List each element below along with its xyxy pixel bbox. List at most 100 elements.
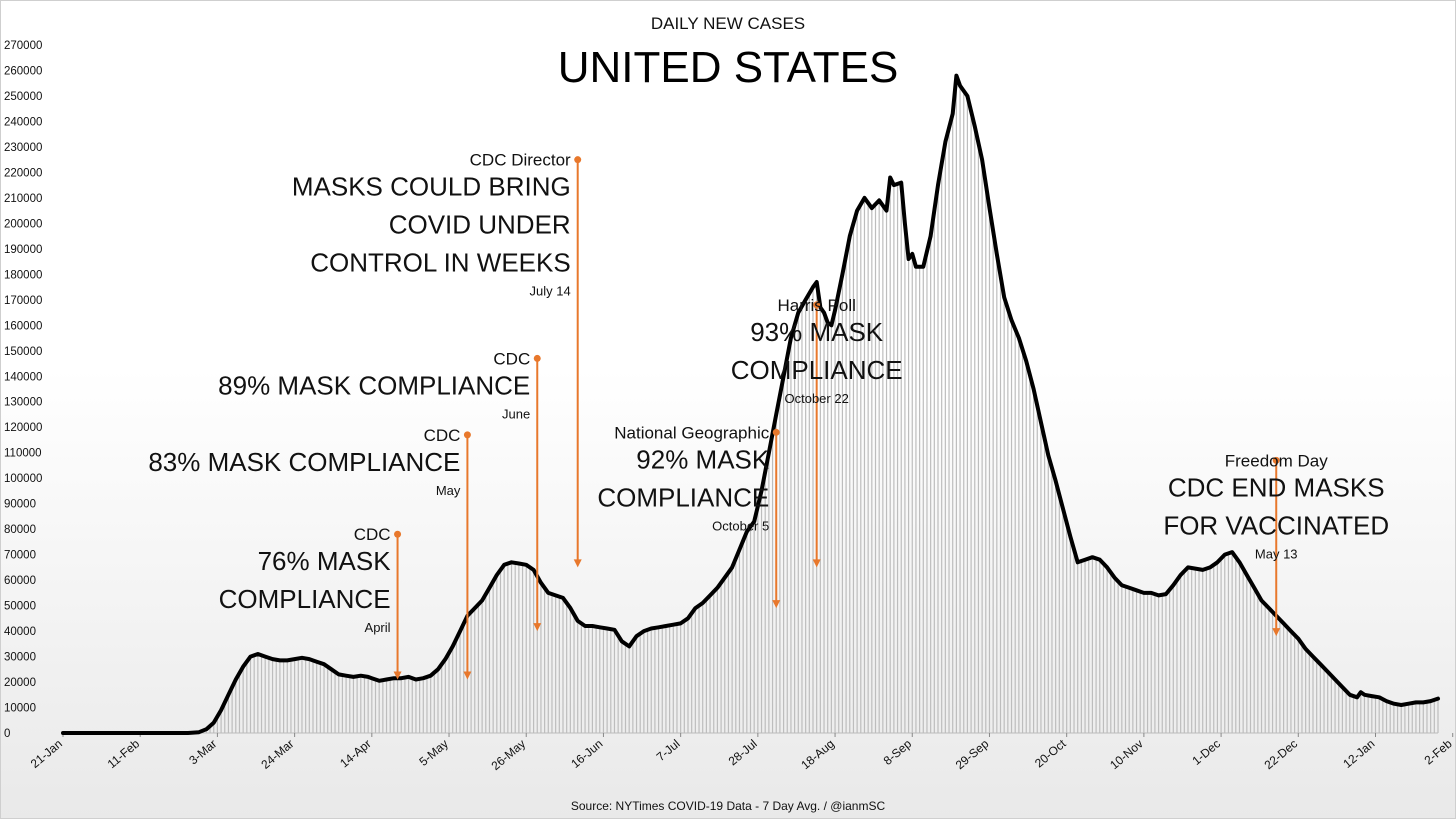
annotation-5: National Geographic 92% MASK COMPLIANCE Oct… (597, 423, 781, 609)
y-tick-label: 40000 (4, 626, 36, 638)
annotation-source: Harris Poll (777, 296, 855, 315)
annotation-headline: COVID UNDER (389, 210, 571, 240)
annotation-pin-head (574, 156, 582, 164)
cases-line (61, 73, 1440, 735)
annotation-headline: CDC END MASKS (1168, 472, 1385, 502)
annotation-headline: FOR VACCINATED (1163, 510, 1389, 540)
annotation-3: CDC 89% MASK COMPLIANCE June (218, 349, 542, 632)
y-tick-label: 160000 (4, 320, 42, 332)
annotation-arrowhead (1272, 628, 1281, 637)
annotation-pin-head (1272, 456, 1280, 464)
annotation-date: October 22 (785, 391, 849, 406)
y-tick-label: 250000 (4, 91, 42, 103)
annotation-source: CDC (424, 426, 461, 445)
annotation-source: National Geographic (614, 423, 769, 442)
annotation-pin-head (463, 431, 471, 439)
y-tick-label: 70000 (4, 550, 36, 562)
x-tick-label: 16-Jun (568, 737, 605, 771)
y-tick-label: 200000 (4, 218, 42, 230)
y-tick-label: 80000 (4, 524, 36, 536)
y-tick-label: 220000 (4, 167, 42, 179)
x-tick-label: 22-Dec (1262, 737, 1301, 773)
annotation-source: CDC (493, 349, 530, 368)
chart-source: Source: NYTimes COVID-19 Data - 7 Day Av… (571, 799, 886, 813)
annotation-source: CDC (354, 525, 391, 544)
annotation-pin-head (772, 428, 780, 436)
x-tick-label: 10-Nov (1107, 737, 1146, 773)
annotation-arrowhead (772, 600, 781, 609)
y-tick-label: 60000 (4, 575, 36, 587)
annotation-date: May 13 (1255, 546, 1298, 561)
annotation-arrowhead (533, 623, 542, 632)
annotation-headline: 93% MASK (750, 317, 884, 347)
y-tick-label: 210000 (4, 193, 42, 205)
annotation-date: May (436, 483, 461, 498)
annotation-arrowhead (463, 671, 472, 680)
x-tick-label: 12-Jan (1340, 737, 1377, 771)
annotation-2: CDC 83% MASK COMPLIANCE May (148, 426, 472, 680)
y-tick-label: 140000 (4, 371, 42, 383)
y-tick-label: 260000 (4, 65, 42, 77)
annotation-headline: 89% MASK COMPLIANCE (218, 370, 530, 400)
y-tick-label: 170000 (4, 295, 42, 307)
annotation-source: CDC Director (470, 151, 571, 170)
y-tick-label: 190000 (4, 244, 42, 256)
annotation-date: July 14 (530, 284, 571, 299)
annotation-6: Harris Poll 93% MASK COMPLIANCE October 22 (731, 296, 903, 568)
y-tick-label: 20000 (4, 677, 36, 689)
annotation-pin-head (394, 530, 402, 538)
annotation-headline: COMPLIANCE (219, 584, 391, 614)
x-tick-label: 3-Mar (186, 737, 219, 768)
y-tick-label: 90000 (4, 499, 36, 511)
annotation-date: June (502, 406, 530, 421)
y-tick-label: 30000 (4, 652, 36, 664)
annotation-7: Freedom Day CDC END MASKS FOR VACCINATED Ma… (1163, 451, 1389, 637)
x-tick-label: 7-Jul (654, 737, 683, 764)
x-tick-label: 28-Jul (726, 737, 760, 769)
annotation-date: April (365, 620, 391, 635)
y-tick-label: 50000 (4, 601, 36, 613)
x-tick-label: 21-Jan (28, 737, 65, 771)
annotation-source: Freedom Day (1225, 451, 1328, 470)
x-tick-label: 11-Feb (105, 736, 143, 771)
x-tick-label: 26-May (489, 737, 529, 773)
y-tick-label: 10000 (4, 703, 36, 715)
y-tick-label: 0 (4, 728, 10, 740)
annotation-arrowhead (393, 671, 402, 680)
annotation-arrowhead (812, 559, 821, 568)
y-tick-label: 270000 (4, 40, 42, 52)
x-tick-label: 8-Sep (881, 736, 915, 768)
annotation-headline: CONTROL IN WEEKS (310, 248, 571, 278)
x-tick-label: 5-May (416, 737, 451, 769)
annotation-headline: MASKS COULD BRING (292, 172, 571, 202)
y-tick-label: 110000 (4, 448, 42, 460)
x-tick-label: 18-Aug (798, 737, 837, 773)
y-tick-label: 120000 (4, 422, 42, 434)
y-tick-label: 180000 (4, 269, 42, 281)
annotation-pin-head (533, 354, 541, 362)
annotation-headline: 92% MASK (636, 444, 770, 474)
x-tick-label: 1-Dec (1189, 737, 1223, 768)
y-tick-label: 240000 (4, 116, 42, 128)
chart-title: UNITED STATES (558, 43, 899, 92)
annotation-headline: COMPLIANCE (597, 482, 769, 512)
annotation-1: CDC 76% MASK COMPLIANCE April (219, 525, 402, 680)
x-tick-label: 24-Mar (258, 737, 296, 772)
x-tick-label: 29-Sep (953, 736, 992, 772)
annotation-4: CDC Director MASKS COULD BRING COVID UNDER… (292, 151, 582, 568)
y-tick-label: 130000 (4, 397, 42, 409)
annotation-arrowhead (573, 559, 582, 568)
annotation-headline: 76% MASK (258, 546, 392, 576)
annotation-date: October 5 (712, 518, 769, 533)
y-tick-label: 150000 (4, 346, 42, 358)
x-tick-label: 2-Feb (1422, 736, 1455, 767)
y-tick-label: 230000 (4, 142, 42, 154)
x-tick-label: 20-Oct (1032, 736, 1069, 770)
chart-subtitle: DAILY NEW CASES (651, 14, 805, 33)
y-tick-label: 100000 (4, 473, 42, 485)
annotation-headline: COMPLIANCE (731, 355, 903, 385)
annotation-pin-head (813, 301, 821, 309)
annotation-headline: 83% MASK COMPLIANCE (148, 447, 460, 477)
x-tick-label: 14-Apr (337, 737, 374, 771)
